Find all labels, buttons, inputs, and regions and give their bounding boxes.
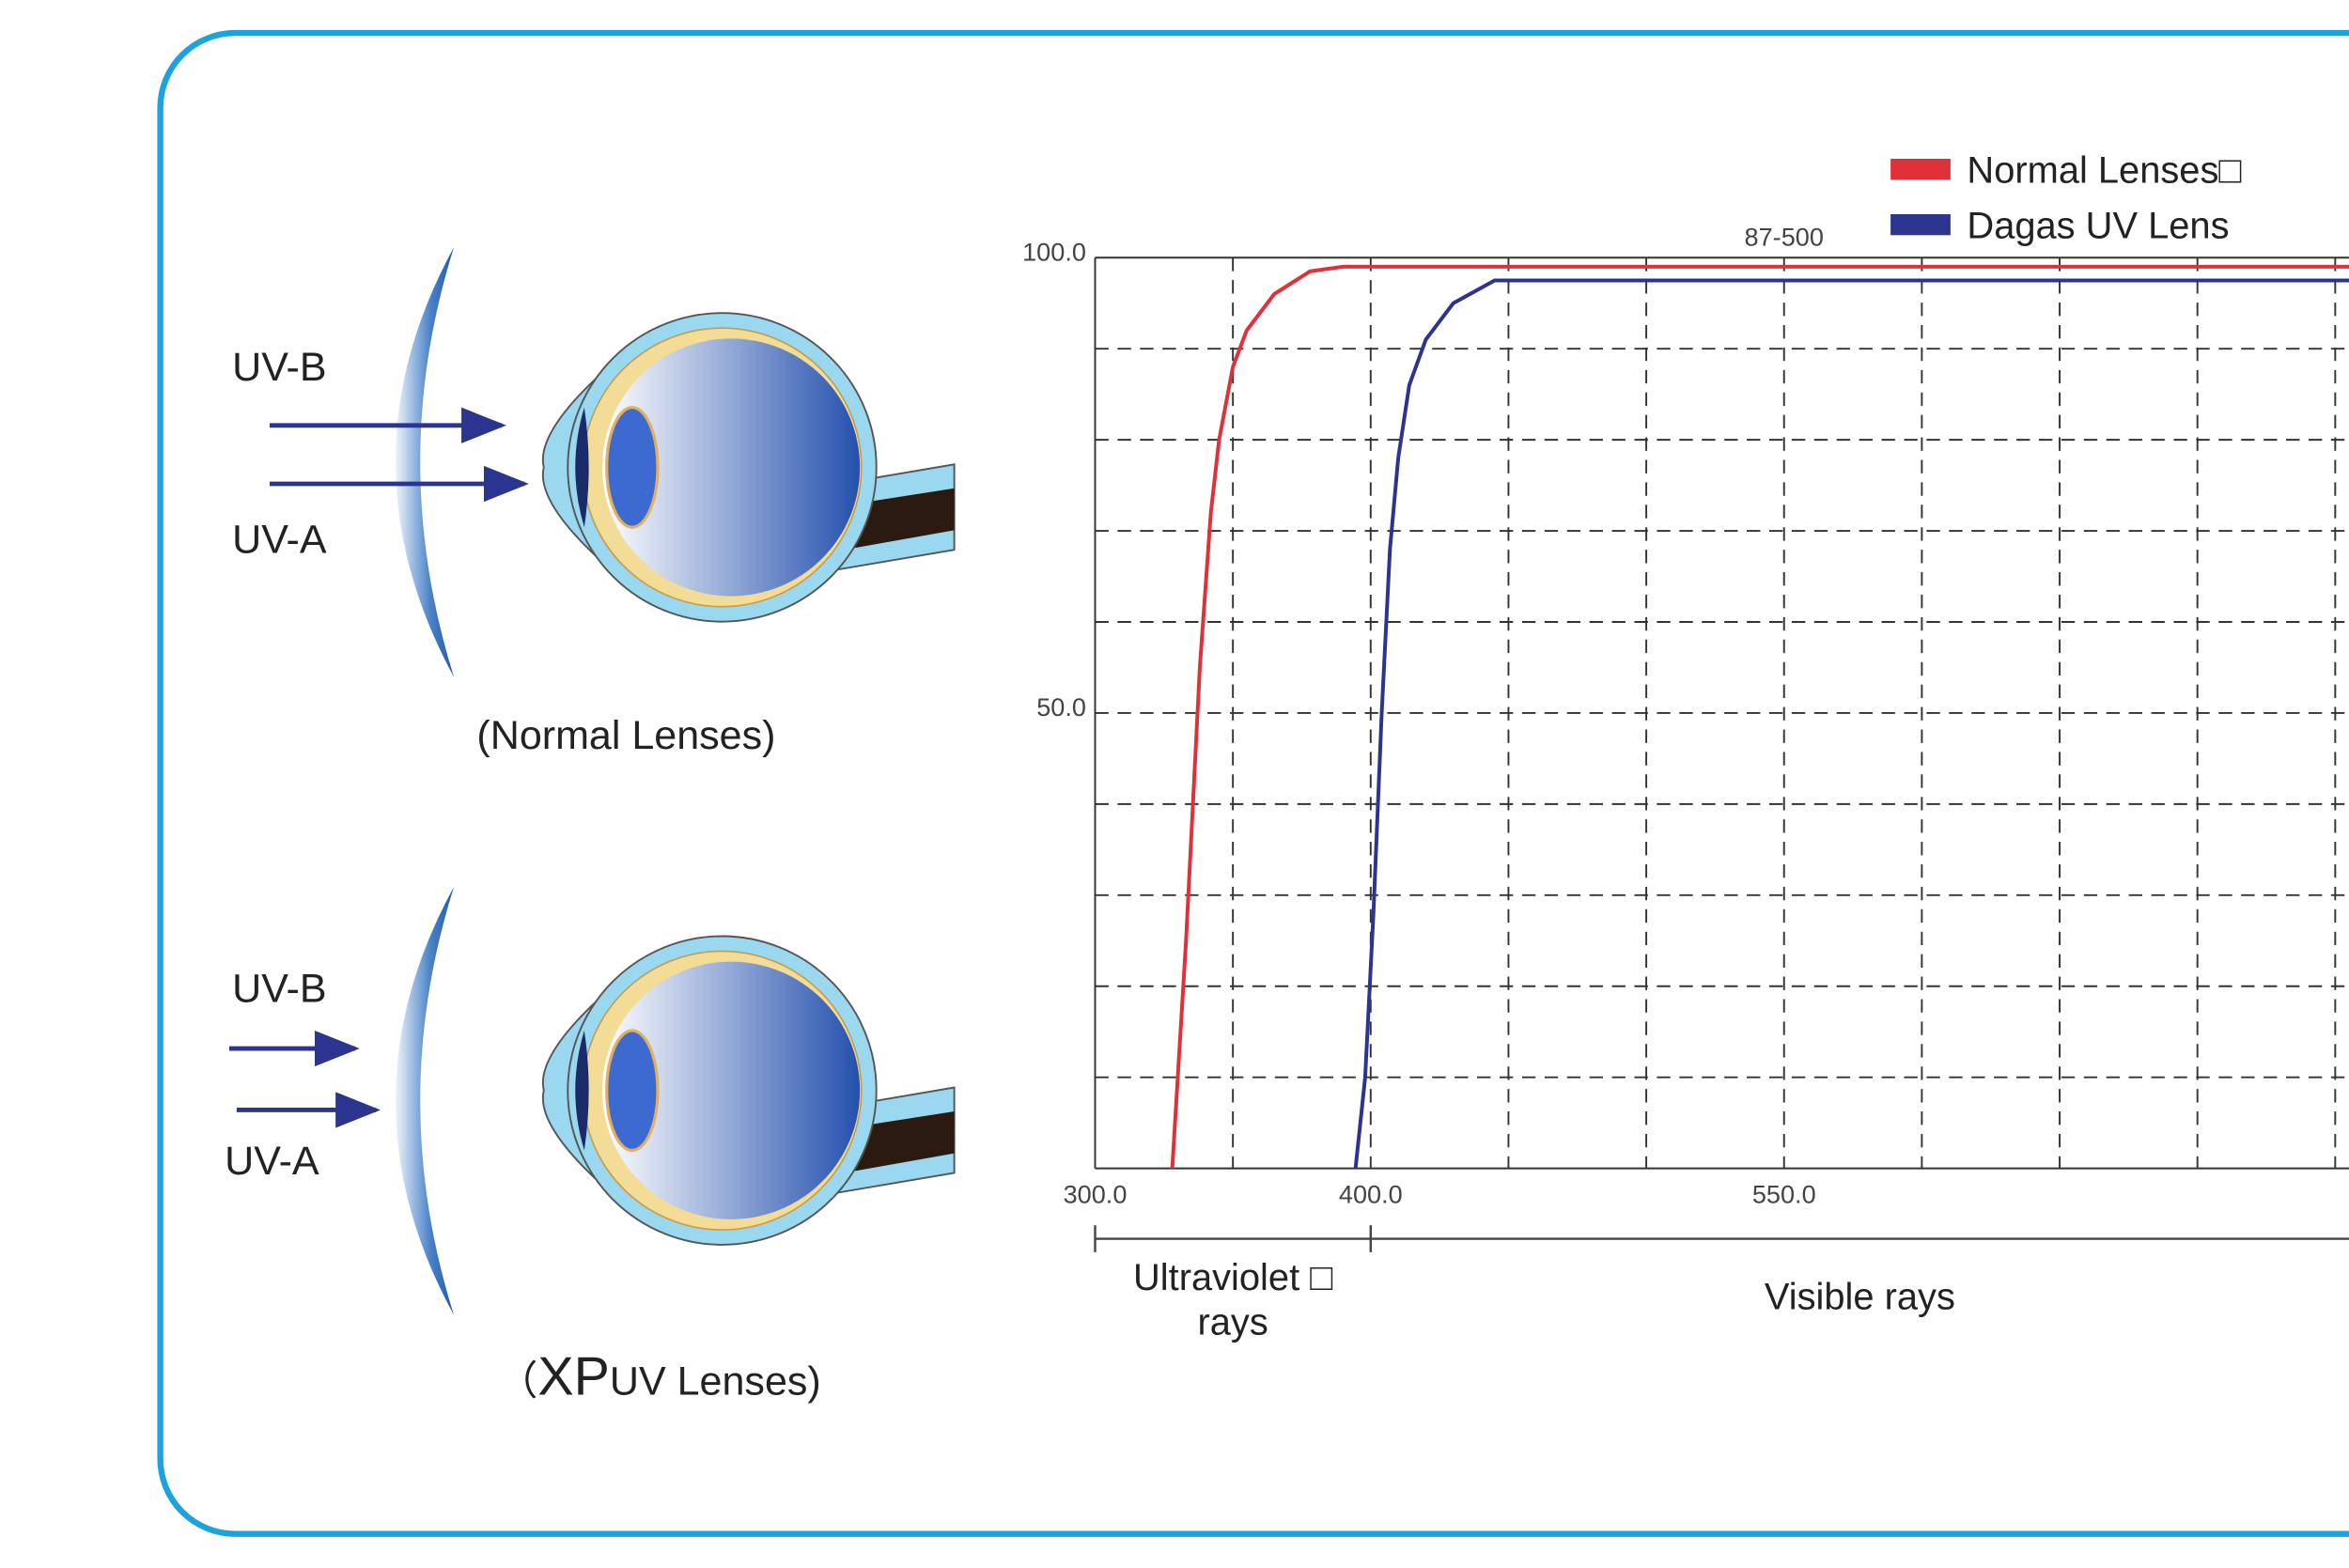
series-line [1170,264,2349,1169]
region-label: Ultraviolet □ [1133,1257,1332,1298]
legend-swatch [1890,159,1951,180]
eye [541,934,957,1247]
region-label: rays [1198,1302,1268,1343]
legend-label: Normal Lenses□ [1967,150,2241,192]
x-tick-label: 550.0 [1752,1179,1816,1208]
lens [395,886,455,1315]
caption-part: UV Lenses) [610,1358,821,1404]
caption-part: （ [497,1358,537,1404]
y-tick-label: 50.0 [1036,692,1086,722]
caption: （XPUV Lenses) [497,1346,820,1406]
label: UV-A [232,517,327,562]
x-tick-label: 300.0 [1064,1179,1128,1208]
eye [541,311,957,624]
region-label: Visible rays [1765,1276,1955,1317]
caption: (Normal Lenses) [476,713,775,758]
legend-swatch [1890,213,1951,236]
x-tick-label: 400.0 [1339,1179,1403,1208]
frame [157,29,2349,1537]
chart: 50.0 100.0 300.0 400.0 550.0 87-500 Normal Len… [1022,150,2349,1343]
annotation: 87-500 [1745,222,1824,251]
label: UV-B [232,967,326,1012]
label: UV-A [225,1139,319,1184]
legend-label: Dagas UV Lens [1967,206,2229,247]
series-line [1353,278,2349,1169]
y-tick-label: 100.0 [1022,237,1086,266]
lens [395,247,455,677]
label: UV-B [232,345,326,390]
caption-part: XP [537,1346,610,1406]
